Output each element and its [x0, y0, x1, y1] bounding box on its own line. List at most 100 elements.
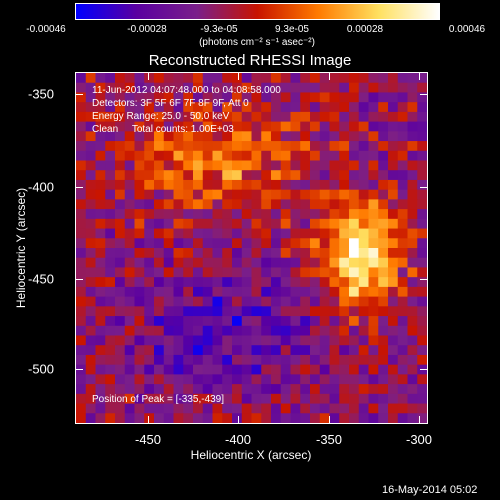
heatmap-cell: [76, 238, 87, 249]
heatmap-cell: [417, 374, 427, 385]
heatmap-cell: [144, 325, 155, 337]
heatmap-cell: [319, 257, 331, 269]
heatmap-cell: [183, 316, 194, 327]
heatmap-cell: [105, 413, 116, 423]
heatmap-cell: [339, 141, 350, 152]
heatmap-cell: [378, 384, 389, 395]
heatmap-cell: [193, 238, 204, 249]
heatmap-cell: [134, 131, 145, 142]
heatmap-cell: [251, 150, 262, 162]
heatmap-cell: [388, 111, 399, 123]
heatmap-cell: [290, 82, 301, 94]
heatmap-cell: [300, 228, 311, 239]
heatmap-cell: [417, 403, 427, 414]
heatmap-cell: [193, 141, 204, 152]
heatmap-cell: [397, 228, 409, 239]
heatmap-cell: [173, 150, 184, 162]
heatmap-cell: [319, 403, 331, 414]
heatmap-cell: [378, 73, 389, 84]
heatmap-cell: [290, 170, 301, 181]
heatmap-cell: [76, 306, 87, 317]
heatmap-cell: [173, 316, 184, 327]
heatmap-cell: [407, 228, 418, 239]
y-tick-label: -450: [28, 271, 55, 287]
heatmap-cell: [144, 92, 155, 103]
heatmap-cell: [407, 345, 418, 356]
heatmap-cell: [95, 248, 106, 259]
heatmap-cell: [300, 354, 311, 366]
heatmap-cell: [349, 345, 360, 356]
heatmap-cell: [378, 257, 389, 269]
heatmap-cell: [183, 73, 194, 84]
heatmap-cell: [202, 286, 214, 298]
heatmap-cell: [202, 82, 214, 94]
heatmap-cell: [358, 141, 370, 152]
heatmap-cell: [202, 267, 214, 278]
heatmap-cell: [368, 374, 379, 385]
heatmap-cell: [417, 121, 427, 132]
heatmap-cell: [232, 228, 243, 239]
heatmap-cell: [76, 335, 87, 346]
heatmap-cell: [388, 141, 399, 152]
heatmap-cell: [124, 179, 136, 191]
heatmap-cell: [193, 199, 204, 210]
heatmap-cell: [388, 325, 399, 337]
heatmap-cell: [290, 364, 301, 375]
heatmap-cell: [202, 92, 214, 103]
heatmap-cell: [173, 277, 184, 288]
heatmap-cell: [241, 364, 253, 375]
heatmap-cell: [183, 257, 194, 269]
heatmap-cell: [417, 82, 427, 94]
heatmap-cell: [261, 267, 272, 278]
heatmap-cell: [85, 218, 97, 230]
heatmap-cell: [124, 73, 136, 84]
heatmap-cell: [407, 296, 418, 307]
heatmap-cell: [144, 354, 155, 366]
heatmap-cell: [144, 316, 155, 327]
heatmap-cell: [76, 199, 87, 210]
heatmap-cell: [300, 277, 311, 288]
heatmap-cell: [241, 374, 253, 385]
heatmap-cell: [115, 364, 126, 375]
heatmap-cell: [115, 150, 126, 162]
heatmap-cell: [251, 160, 262, 171]
heatmap-cell: [378, 141, 389, 152]
heatmap-cell: [368, 150, 379, 162]
heatmap-cell: [163, 150, 175, 162]
heatmap-cell: [378, 306, 389, 317]
heatmap-cell: [154, 189, 165, 200]
heatmap-cell: [329, 92, 340, 103]
heatmap-cell: [144, 199, 155, 210]
heatmap-cell: [163, 335, 175, 346]
heatmap-cell: [358, 335, 370, 346]
heatmap-cell: [358, 306, 370, 317]
heatmap-cell: [85, 306, 97, 317]
heatmap-cell: [183, 277, 194, 288]
heatmap-cell: [173, 364, 184, 375]
heatmap-cell: [329, 364, 340, 375]
heatmap-cell: [251, 179, 262, 191]
heatmap-cell: [193, 111, 204, 123]
heatmap-cell: [134, 364, 145, 375]
heatmap-cell: [154, 228, 165, 239]
heatmap-cell: [339, 179, 350, 191]
heatmap-cell: [349, 160, 360, 171]
heatmap-cell: [95, 296, 106, 307]
heatmap-cell: [85, 354, 97, 366]
heatmap-cell: [222, 160, 233, 171]
heatmap-cell: [417, 345, 427, 356]
heatmap-cell: [397, 121, 409, 132]
heatmap-cell: [193, 189, 204, 200]
heatmap-cell: [280, 335, 292, 346]
heatmap-cell: [261, 364, 272, 375]
heatmap-cell: [397, 354, 409, 366]
heatmap-cell: [417, 179, 427, 191]
heatmap-cell: [212, 286, 223, 298]
info-peak-position: Position of Peak = [-335,-439]: [92, 394, 225, 405]
heatmap-cell: [115, 141, 126, 152]
heatmap-cell: [397, 238, 409, 249]
heatmap-cell: [319, 209, 331, 220]
heatmap-cell: [388, 131, 399, 142]
heatmap-cell: [358, 277, 370, 288]
heatmap-cell: [212, 257, 223, 269]
